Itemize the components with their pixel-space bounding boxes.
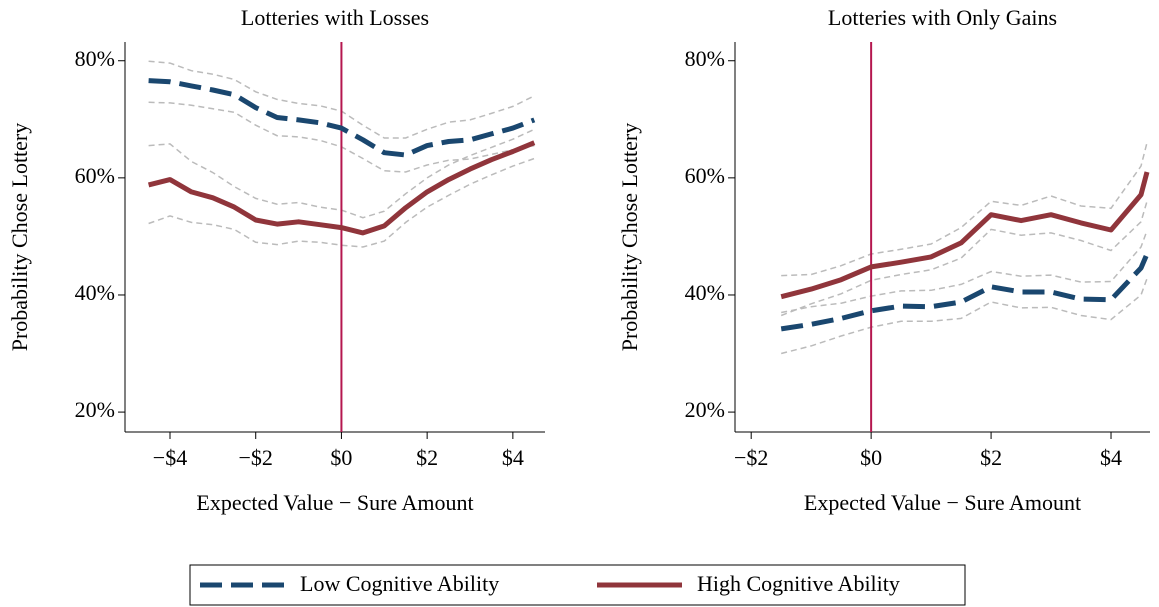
legend-label: High Cognitive Ability (697, 571, 900, 596)
ci-line (781, 278, 1148, 355)
series-line (780, 253, 1150, 332)
chart-title: Lotteries with Only Gains (828, 5, 1057, 30)
legend-label: Low Cognitive Ability (300, 571, 499, 596)
y-tick-label: 80% (685, 46, 725, 71)
y-tick-label: 40% (75, 280, 115, 305)
y-tick-label: 20% (75, 397, 115, 422)
y-tick-label: 40% (685, 280, 725, 305)
x-tick-label: $2 (980, 445, 1002, 470)
x-tick-label: −$2 (734, 445, 768, 470)
y-tick-label: 20% (685, 397, 725, 422)
ci-line (781, 230, 1148, 314)
x-axis-label: Expected Value − Sure Amount (196, 490, 473, 515)
x-tick-label: −$2 (239, 445, 273, 470)
y-axis-label: Probability Chose Lottery (617, 123, 642, 352)
ci-line (780, 201, 1148, 317)
y-tick-label: 60% (685, 163, 725, 188)
x-tick-label: −$4 (153, 445, 187, 470)
x-axis-label: Expected Value − Sure Amount (804, 490, 1081, 515)
x-tick-label: $4 (502, 445, 524, 470)
x-tick-label: $0 (860, 445, 882, 470)
x-tick-label: $0 (330, 445, 352, 470)
series-line (148, 78, 536, 158)
legend-box (189, 564, 966, 606)
chart-title: Lotteries with Losses (241, 5, 429, 30)
y-tick-label: 60% (75, 163, 115, 188)
x-tick-label: $2 (416, 445, 438, 470)
y-axis-label: Probability Chose Lottery (7, 123, 32, 352)
y-tick-label: 80% (75, 46, 115, 71)
series-line (780, 171, 1150, 300)
series-line (147, 140, 536, 236)
x-tick-label: $4 (1100, 445, 1122, 470)
